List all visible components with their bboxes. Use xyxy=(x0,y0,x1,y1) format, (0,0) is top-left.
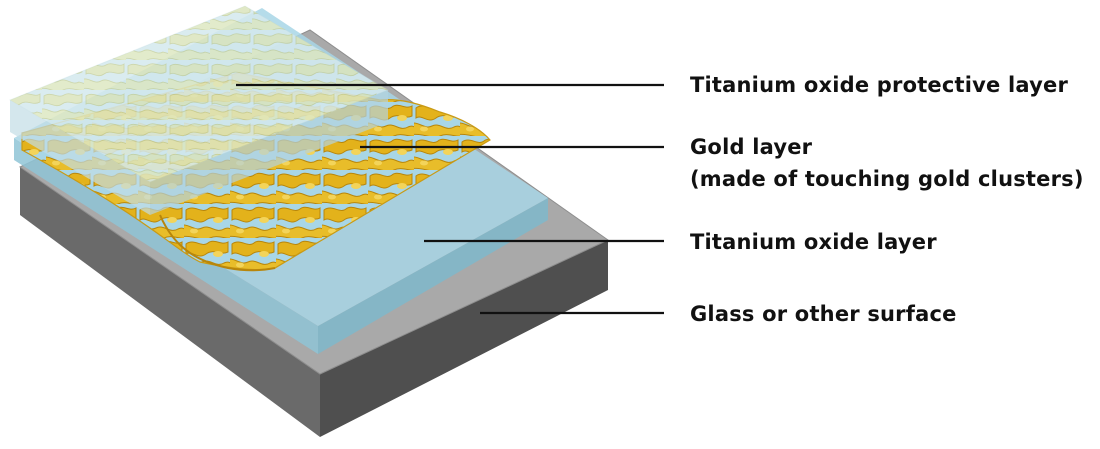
titanium-oxide-protective-layer xyxy=(8,5,390,215)
leader-lines xyxy=(236,83,664,315)
label-gold-line2: (made of touching gold clusters) xyxy=(690,167,1084,191)
label-gold-layer: Gold layer (made of touching gold cluste… xyxy=(690,131,1084,195)
label-glass-surface: Glass or other surface xyxy=(690,302,957,326)
label-gold-line1: Gold layer xyxy=(690,135,813,159)
label-protective-layer: Titanium oxide protective layer xyxy=(690,73,1069,97)
label-titanium-layer: Titanium oxide layer xyxy=(690,230,937,254)
